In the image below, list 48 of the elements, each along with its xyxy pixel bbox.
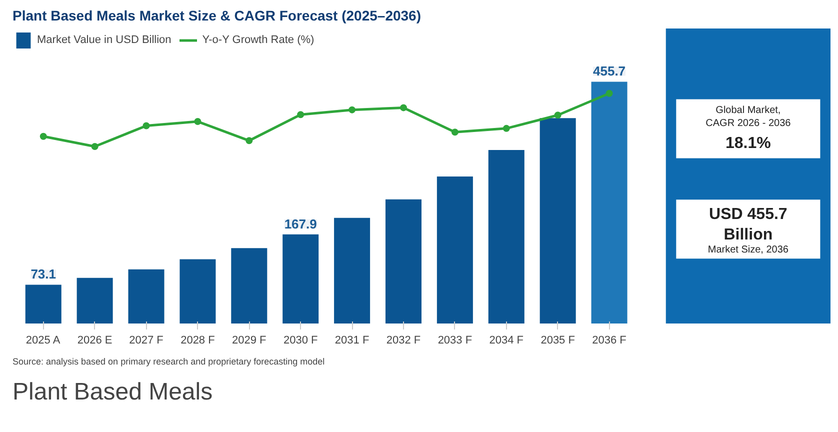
- x-tick-label: 2032 F: [386, 334, 421, 346]
- data-label: 167.9: [284, 216, 317, 232]
- bar: [488, 150, 524, 324]
- x-tick-label: 2033 F: [438, 334, 472, 346]
- bar: [591, 82, 628, 324]
- bar: [436, 176, 473, 324]
- bar: [231, 248, 268, 324]
- point: [297, 111, 304, 118]
- bar: [540, 118, 576, 324]
- data-label: 73.1: [30, 266, 56, 282]
- text: Market Size, 2036: [708, 244, 789, 256]
- point: [400, 104, 407, 112]
- text: 18.1%: [726, 135, 771, 152]
- point: [606, 90, 613, 97]
- text: Plant Based Meals: [12, 378, 213, 406]
- bar: [334, 218, 370, 324]
- point: [91, 143, 98, 150]
- bar: [128, 269, 164, 324]
- point: [502, 124, 510, 132]
- legend-label: Y-o-Y Growth Rate (%): [202, 34, 314, 46]
- x-tick-label: 2031 F: [334, 334, 370, 346]
- x-tick-label: 2028 F: [180, 334, 216, 346]
- bar: [76, 278, 113, 324]
- x-tick-label: 2027 F: [129, 334, 164, 346]
- data-label: 455.7: [593, 64, 626, 79]
- x-tick-label: 2030 F: [283, 334, 318, 346]
- point: [246, 137, 253, 144]
- legend-label: Market Value in USD Billion: [37, 34, 172, 46]
- x-tick-label: 2034 F: [489, 334, 524, 346]
- point: [142, 122, 150, 130]
- point: [554, 112, 562, 119]
- point: [194, 118, 202, 126]
- chart-title: Plant Based Meals Market Size & CAGR Forecast (2025–2036): [12, 8, 422, 24]
- point: [451, 128, 458, 136]
- bar: [282, 234, 319, 324]
- point: [40, 132, 47, 140]
- source-note: Source: analysis based on primary research and proprietary forecasting model: [12, 356, 325, 366]
- text: USD 455.7 Billion: [709, 206, 788, 244]
- x-tick-label: 2035 F: [540, 334, 576, 346]
- point: [348, 106, 356, 114]
- x-tick-label: 2036 F: [592, 334, 627, 346]
- x-tick-label: 2026 E: [77, 334, 112, 346]
- x-tick-label: 2029 F: [232, 334, 267, 346]
- bar: [180, 259, 216, 324]
- x-tick-label: 2025 A: [26, 334, 61, 346]
- bar: [385, 199, 422, 324]
- bar: [25, 284, 62, 324]
- text: Global Market, CAGR 2026 - 2036: [706, 104, 792, 130]
